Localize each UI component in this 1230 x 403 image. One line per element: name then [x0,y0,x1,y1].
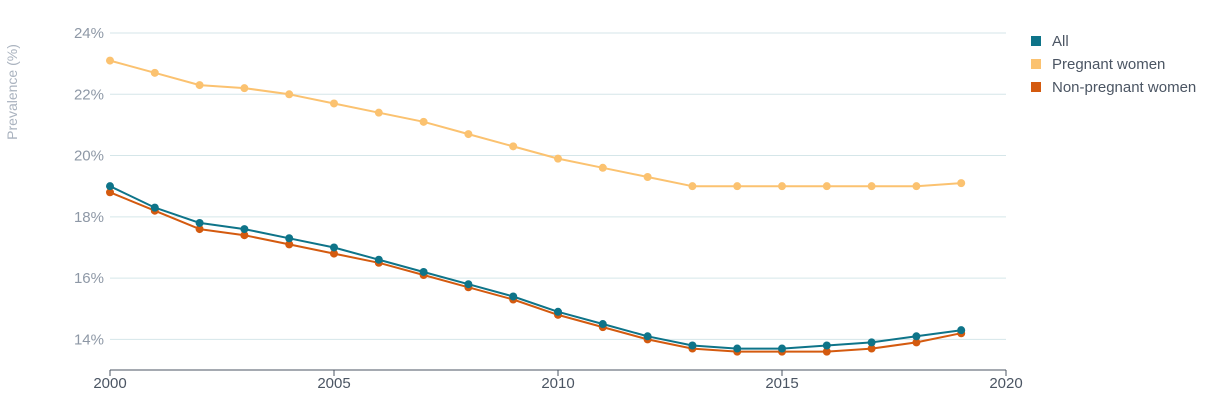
legend-label: Non-pregnant women [1052,79,1196,96]
legend-item-all: All [1031,33,1069,50]
data-point-non-pregnant-women [822,347,831,356]
data-point-all [957,326,966,335]
data-point-all [195,218,204,227]
data-point-pregnant-women [957,179,966,188]
legend-item-pregnant-women: Pregnant women [1031,56,1165,73]
legend-label: All [1052,33,1069,50]
y-tick-label: 14% [74,331,104,348]
data-point-all [598,320,607,329]
data-point-all [106,182,114,191]
data-point-pregnant-women [509,142,518,151]
data-point-all [330,243,338,252]
y-axis-title: Prevalence (%) [4,44,20,140]
x-tick-label: 2005 [317,375,350,392]
x-tick-label: 2015 [765,375,798,392]
y-tick-label: 24% [74,25,104,42]
data-point-pregnant-women [778,182,786,191]
data-point-non-pregnant-women [195,225,204,234]
data-point-non-pregnant-women [912,338,921,347]
data-point-pregnant-women [643,172,652,181]
data-point-non-pregnant-women [867,344,876,353]
x-tick-label: 2020 [989,375,1022,392]
legend-swatch [1031,59,1041,69]
legend-swatch [1031,82,1041,92]
series-non-pregnant-women [106,188,966,356]
data-point-all [509,292,518,301]
data-point-all [733,344,742,353]
data-point-all [778,344,786,353]
data-point-pregnant-women [822,182,831,191]
series-pregnant-women [106,56,966,191]
data-point-pregnant-women [598,163,607,172]
data-point-non-pregnant-women [106,188,114,197]
legend-swatch [1031,36,1041,46]
data-point-all [150,203,159,212]
y-tick-label: 22% [74,86,104,103]
data-point-pregnant-women [240,84,249,93]
data-point-pregnant-women [867,182,876,191]
data-point-pregnant-women [688,182,697,191]
y-tick-label: 16% [74,270,104,287]
data-point-all [419,267,428,276]
legend-label: Pregnant women [1052,56,1165,73]
data-point-pregnant-women [285,90,294,99]
data-point-pregnant-women [330,99,338,108]
series-lines [106,56,966,356]
data-point-all [464,280,473,289]
data-point-non-pregnant-women [240,231,249,240]
data-point-all [822,341,831,350]
data-point-pregnant-women [733,182,742,191]
data-point-all [374,255,383,264]
data-point-pregnant-women [912,182,921,191]
axes: 14% 16% 18% 20% 22% 24% 2000 2005 2010 2015 2020 [74,25,1023,392]
data-point-pregnant-women [419,117,428,126]
data-point-all [688,341,697,350]
data-point-all [554,307,562,316]
y-tick-label: 20% [74,148,104,165]
data-point-pregnant-women [106,56,114,65]
data-point-all [867,338,876,347]
series-line-all [109,185,962,350]
data-point-pregnant-women [464,130,473,139]
data-point-non-pregnant-women [330,249,338,258]
series-all [106,182,966,353]
x-tick-label: 2000 [93,375,126,392]
data-point-all [912,332,921,341]
series-line-pregnant-women [109,59,962,188]
data-point-pregnant-women [554,154,562,163]
legend: All Pregnant women Non-pregnant women [1031,33,1196,96]
data-point-pregnant-women [195,81,204,90]
gridlines [110,32,1006,340]
x-tick-label: 2010 [541,375,574,392]
data-point-all [240,225,249,234]
data-point-non-pregnant-women [285,240,294,249]
legend-item-non-pregnant-women: Non-pregnant women [1031,79,1196,96]
y-tick-label: 18% [74,209,104,226]
series-line-non-pregnant-women [109,191,962,353]
data-point-pregnant-women [150,68,159,77]
data-point-all [643,332,652,341]
data-point-all [285,234,294,243]
data-point-pregnant-women [374,108,383,117]
